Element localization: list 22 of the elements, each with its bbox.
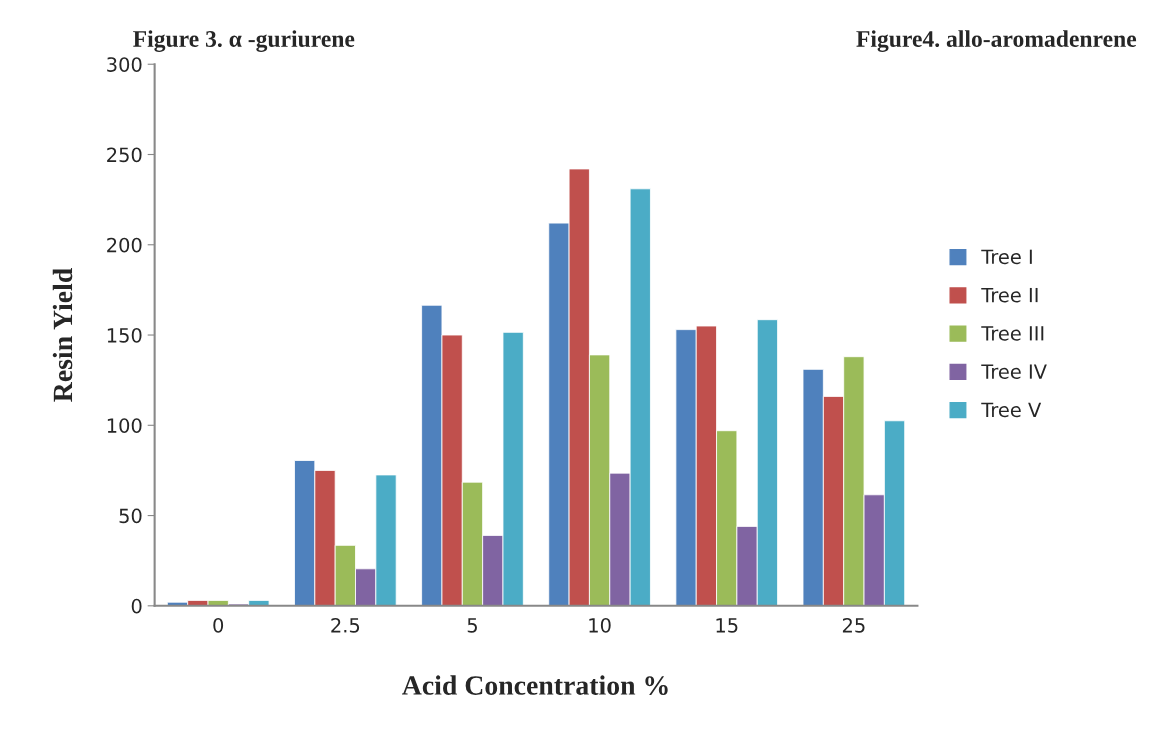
y-axis-title: Resin Yield xyxy=(52,268,73,402)
legend-label: Tree V xyxy=(981,402,1042,418)
x-tick-label: 10 xyxy=(589,617,611,633)
x-tick-label: 15 xyxy=(716,618,738,633)
y-tick-label: 0 xyxy=(131,598,142,614)
legend-label: Tree I xyxy=(981,249,1032,265)
y-tick-label: 150 xyxy=(107,327,142,343)
x-tick-label: 0 xyxy=(213,617,224,633)
x-tick-label: 5 xyxy=(467,618,477,633)
legend-label: Tree III xyxy=(981,326,1044,341)
legend-label: Tree IV xyxy=(981,364,1047,379)
x-tick-label: 25 xyxy=(842,617,865,633)
y-tick-label: 50 xyxy=(119,508,142,524)
y-tick-label: 100 xyxy=(107,418,142,433)
x-tick-label: 2.5 xyxy=(331,617,360,633)
legend-label: Tree II xyxy=(981,287,1038,303)
caption: Figure4. allo-aromadenrene xyxy=(856,30,1137,52)
y-tick-label: 300 xyxy=(107,57,142,72)
caption: Figure 3. α -guriurene xyxy=(133,30,355,52)
y-tick-label: 200 xyxy=(107,237,142,253)
x-axis-title: Acid Concentration % xyxy=(402,675,668,695)
y-tick-label: 250 xyxy=(107,147,142,163)
